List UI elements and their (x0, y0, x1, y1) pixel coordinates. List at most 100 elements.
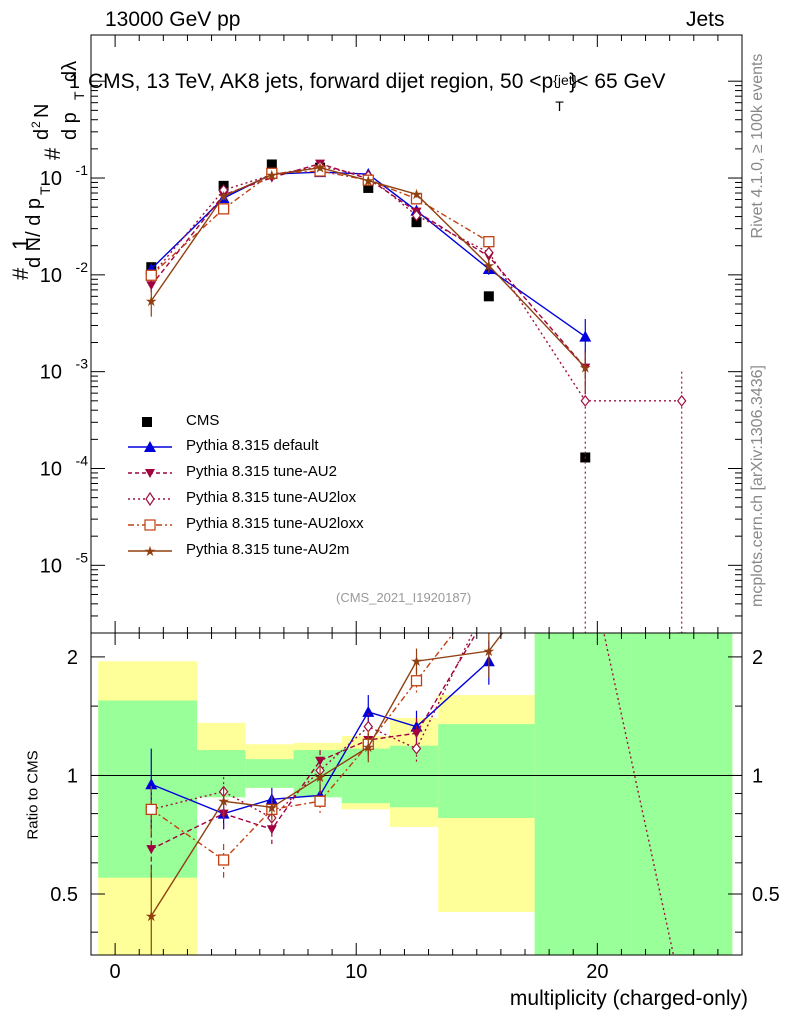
svg-text:1: 1 (8, 238, 33, 250)
main-point-default-2 (265, 168, 278, 180)
ratio-point-default-4 (362, 705, 375, 717)
band-green-6 (438, 724, 535, 818)
ratio-point-au2loxx-7 (508, 542, 518, 552)
svg-text:T: T (71, 91, 87, 100)
ratio-point-default-1 (217, 807, 230, 819)
main-point-default-5 (410, 204, 423, 216)
ratio-point-au2loxx-6 (484, 583, 494, 593)
legend-marker-au2loxx (128, 519, 172, 531)
band-green-7 (534, 633, 632, 955)
legend-entry-au2m: ★ Pythia 8.315 tune-AU2m (128, 539, 428, 563)
x-tick-label-0: 0 (110, 961, 121, 983)
ratio-point-au2m-1: ★ (217, 793, 230, 809)
main-ylabel: # 1 d N/ d p T # d p T dλ d 2 N (8, 61, 87, 280)
main-point-au2lox-3 (315, 160, 325, 173)
band-yellow-0 (98, 661, 198, 955)
main-line-au2m (150, 166, 586, 369)
main-point-au2-0 (146, 281, 157, 291)
ratio-point-au2m-0: ★ (145, 908, 158, 924)
ratio-point-au2loxx-3 (314, 795, 326, 807)
ratio-point-au2loxx-2 (266, 803, 278, 816)
svg-text:#: # (8, 267, 33, 280)
main-line-au2lox (150, 165, 682, 402)
legend-entry-default: Pythia 8.315 default (128, 435, 428, 459)
band-green-3 (293, 750, 342, 798)
band-green-4 (341, 748, 390, 804)
main-series-au2m: ★ ★ ★ ★ ★ ★ ★ ★ (145, 160, 592, 394)
legend-label-au2m: Pythia 8.315 tune-AU2m (186, 541, 350, 558)
main-line-default (150, 171, 586, 338)
main-point-au2lox-7 (580, 394, 591, 407)
plot-title-sub: T (555, 98, 564, 114)
ratio-point-au2lox-4 (363, 720, 374, 733)
main-point-au2-1 (218, 190, 229, 200)
ratio-series-au2m: ★ ★ ★ ★ ★ ★ ★ ★ (145, 580, 544, 955)
main-point-au2m-2: ★ (266, 167, 279, 183)
main-point-au2loxx-0 (145, 269, 157, 281)
main-point-au2-5 (411, 207, 422, 217)
ratio-ytick-label-0.5: 0.5 (50, 884, 78, 906)
legend-label-au2lox: Pythia 8.315 tune-AU2lox (186, 489, 357, 506)
main-point-cms-7 (580, 452, 591, 463)
band-yellow-8 (631, 633, 733, 955)
main-point-cms-4 (363, 182, 374, 193)
ratio-point-au2-6 (484, 608, 494, 617)
main-point-au2lox-5 (411, 209, 422, 222)
main-point-cms-1 (218, 180, 229, 191)
ratio-ytick-label-1: 1 (67, 765, 78, 787)
main-point-au2m-6: ★ (483, 257, 496, 273)
band-yellow-4 (341, 735, 390, 810)
band-green-1 (197, 750, 246, 798)
ratio-point-au2m-5: ★ (410, 653, 423, 669)
band-green-5 (389, 745, 439, 808)
legend-marker-cms (142, 417, 152, 427)
main-point-au2loxx-3 (314, 165, 326, 177)
ratio-point-au2m-6: ★ (483, 643, 496, 659)
ratio-point-au2m-2: ★ (266, 799, 279, 815)
svg-text:d: d (31, 129, 53, 140)
main-point-cms-0 (146, 262, 157, 273)
main-point-au2m-3: ★ (314, 160, 327, 176)
main-point-default-4 (362, 168, 375, 180)
ratio-point-au2lox-0 (146, 803, 157, 816)
analysis-id-label: (CMS_2021_I1920187) (336, 590, 472, 605)
ratio-frame (90, 632, 743, 956)
main-point-au2-7 (580, 363, 591, 373)
band-green-2 (245, 759, 294, 788)
svg-text:d N/ d p: d N/ d p (23, 198, 45, 268)
main-line-au2 (150, 162, 586, 369)
main-point-default-3 (314, 166, 327, 178)
ratio-point-au2m-3: ★ (314, 769, 327, 785)
legend-marker-default (128, 441, 172, 452)
main-series-default (145, 166, 592, 368)
main-series-au2 (146, 159, 591, 401)
main-point-cms-5 (411, 217, 422, 228)
main-point-cms-2 (266, 159, 277, 170)
ratio-ytick-label-r-2: 2 (752, 647, 763, 669)
ratio-point-au2-3 (315, 756, 326, 766)
x-tick-label-20: 20 (586, 961, 608, 983)
band-yellow-2 (245, 744, 294, 788)
ratio-ytick-label-r-0.5: 0.5 (752, 884, 780, 906)
main-ytick-exp--5: -5 (76, 549, 89, 565)
legend-label-au2loxx: Pythia 8.315 tune-AU2loxx (186, 515, 364, 532)
main-point-au2loxx-1 (217, 203, 230, 215)
mcplots-label: mcplots.cern.ch [arXiv:1306.3436] (749, 365, 766, 607)
legend-label-default: Pythia 8.315 default (186, 437, 319, 454)
svg-text:dλ: dλ (59, 61, 81, 82)
main-point-au2-2 (266, 173, 277, 183)
main-point-default-7 (579, 330, 592, 342)
ratio-line-au2lox (151, 633, 675, 955)
main-ytick-exp--3: -3 (76, 356, 89, 372)
svg-text:d p: d p (59, 112, 81, 140)
main-point-cms-8 (676, 632, 687, 633)
ratio-point-au2-0 (146, 845, 157, 855)
main-point-au2-4 (363, 174, 374, 184)
svg-text:★: ★ (144, 543, 157, 559)
legend-entry-cms: CMS (128, 410, 428, 434)
ratio-point-default-3 (314, 789, 327, 801)
legend: CMS Pythia 8.315 default Pythia 8.315 tu… (128, 410, 428, 570)
ratio-point-au2m-7: ★ (531, 580, 544, 596)
legend-entry-au2: Pythia 8.315 tune-AU2 (128, 461, 428, 485)
ratio-point-au2lox-6 (485, 594, 493, 604)
